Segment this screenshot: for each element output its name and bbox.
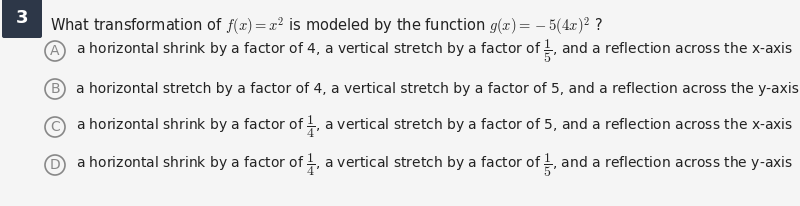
Text: B: B: [50, 82, 60, 96]
Text: a horizontal shrink by a factor of 4, a vertical stretch by a factor of $\dfrac{: a horizontal shrink by a factor of 4, a …: [76, 37, 794, 65]
Text: a horizontal shrink by a factor of $\dfrac{1}{4}$, a vertical stretch by a facto: a horizontal shrink by a factor of $\dfr…: [76, 151, 793, 179]
Text: a horizontal shrink by a factor of $\dfrac{1}{4}$, a vertical stretch by a facto: a horizontal shrink by a factor of $\dfr…: [76, 114, 794, 140]
Text: a horizontal stretch by a factor of 4, a vertical stretch by a factor of 5, and : a horizontal stretch by a factor of 4, a…: [76, 82, 799, 96]
Text: What transformation of $f(x) = x^2$ is modeled by the function $g(x) = -5(4x)^2$: What transformation of $f(x) = x^2$ is m…: [50, 15, 603, 37]
Text: A: A: [50, 44, 60, 58]
FancyBboxPatch shape: [2, 0, 42, 38]
Text: D: D: [50, 158, 60, 172]
Text: 3: 3: [16, 9, 28, 27]
Text: C: C: [50, 120, 60, 134]
